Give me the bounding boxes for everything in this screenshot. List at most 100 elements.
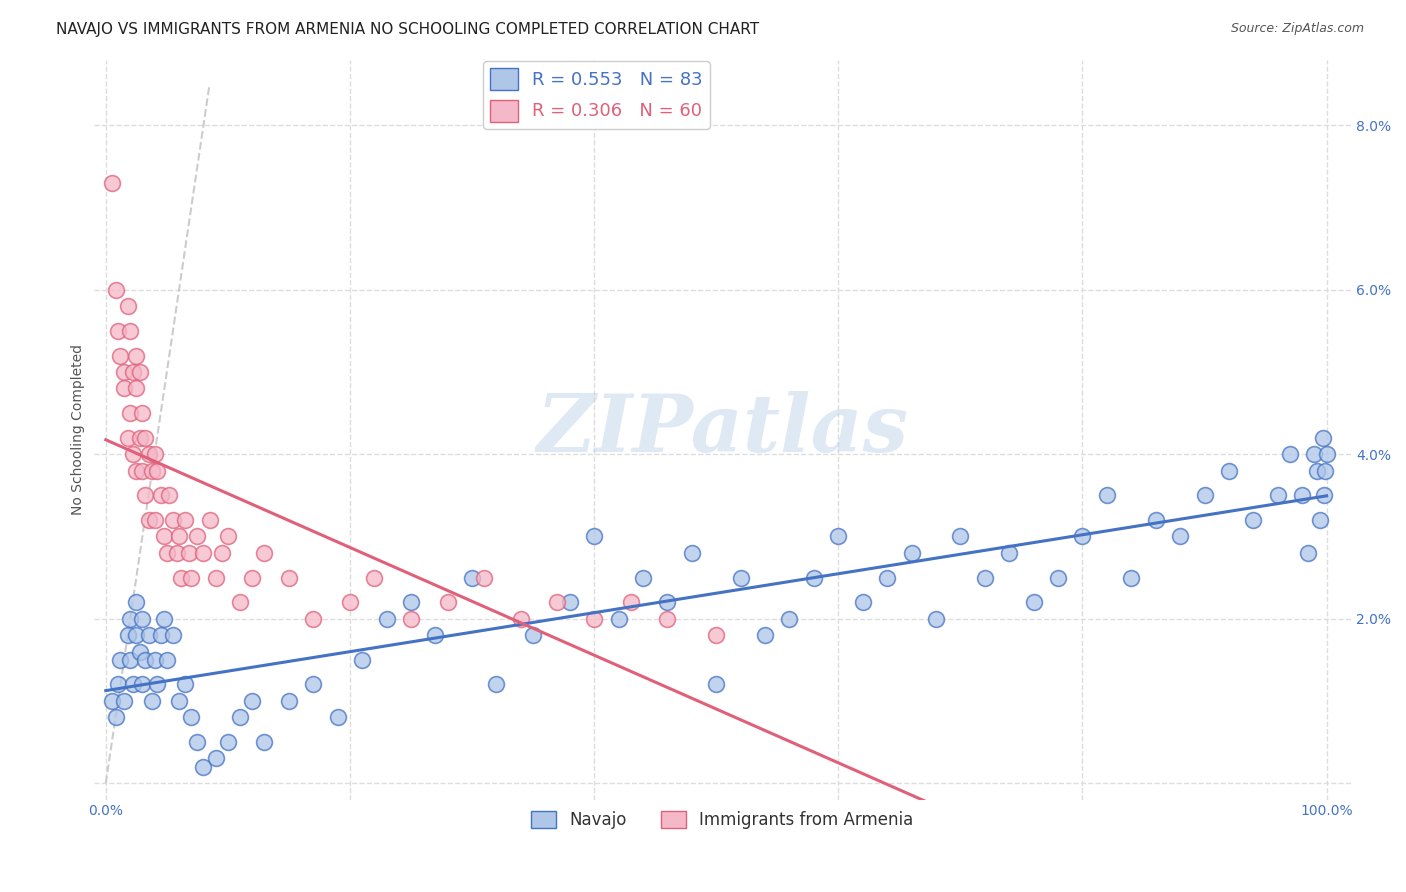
Point bbox=[253, 546, 276, 560]
Point bbox=[363, 570, 385, 584]
Point bbox=[1316, 447, 1339, 461]
Point bbox=[778, 612, 800, 626]
Point bbox=[141, 464, 163, 478]
Point bbox=[129, 365, 152, 379]
Point bbox=[104, 283, 127, 297]
Point bbox=[730, 570, 752, 584]
Point bbox=[399, 595, 422, 609]
Point bbox=[1278, 447, 1301, 461]
Point bbox=[143, 653, 166, 667]
Point bbox=[117, 431, 139, 445]
Point bbox=[1309, 513, 1331, 527]
Point bbox=[681, 546, 703, 560]
Point bbox=[131, 464, 153, 478]
Point bbox=[149, 488, 172, 502]
Point bbox=[1218, 464, 1240, 478]
Point bbox=[509, 612, 531, 626]
Point bbox=[436, 595, 458, 609]
Point bbox=[162, 628, 184, 642]
Point bbox=[141, 694, 163, 708]
Point bbox=[134, 431, 156, 445]
Point bbox=[166, 546, 188, 560]
Point bbox=[204, 570, 226, 584]
Point bbox=[1312, 431, 1334, 445]
Point bbox=[125, 628, 148, 642]
Point bbox=[1022, 595, 1045, 609]
Point bbox=[583, 529, 606, 543]
Point bbox=[558, 595, 581, 609]
Legend: Navajo, Immigrants from Armenia: Navajo, Immigrants from Armenia bbox=[524, 804, 920, 836]
Point bbox=[170, 570, 193, 584]
Point bbox=[1315, 464, 1337, 478]
Point bbox=[253, 735, 276, 749]
Point bbox=[631, 570, 654, 584]
Point bbox=[657, 612, 679, 626]
Point bbox=[193, 759, 215, 773]
Point bbox=[399, 612, 422, 626]
Point bbox=[352, 653, 374, 667]
Point bbox=[277, 570, 299, 584]
Point bbox=[217, 735, 239, 749]
Text: NAVAJO VS IMMIGRANTS FROM ARMENIA NO SCHOOLING COMPLETED CORRELATION CHART: NAVAJO VS IMMIGRANTS FROM ARMENIA NO SCH… bbox=[56, 22, 759, 37]
Point bbox=[107, 324, 129, 338]
Point bbox=[1291, 488, 1313, 502]
Point bbox=[425, 628, 447, 642]
Point bbox=[522, 628, 544, 642]
Point bbox=[125, 595, 148, 609]
Point bbox=[204, 751, 226, 765]
Point bbox=[1298, 546, 1320, 560]
Point bbox=[157, 488, 180, 502]
Point bbox=[146, 464, 169, 478]
Point bbox=[193, 546, 215, 560]
Point bbox=[131, 406, 153, 420]
Point bbox=[131, 677, 153, 691]
Point bbox=[583, 612, 606, 626]
Point bbox=[120, 406, 142, 420]
Point bbox=[240, 694, 263, 708]
Point bbox=[1194, 488, 1216, 502]
Point bbox=[134, 653, 156, 667]
Point bbox=[229, 710, 252, 724]
Point bbox=[180, 710, 202, 724]
Point bbox=[177, 546, 200, 560]
Point bbox=[112, 381, 135, 395]
Point bbox=[153, 612, 176, 626]
Point bbox=[973, 570, 995, 584]
Point bbox=[1047, 570, 1070, 584]
Point bbox=[156, 546, 179, 560]
Point bbox=[112, 694, 135, 708]
Point bbox=[1121, 570, 1143, 584]
Point bbox=[211, 546, 233, 560]
Point bbox=[657, 595, 679, 609]
Point bbox=[125, 464, 148, 478]
Point bbox=[277, 694, 299, 708]
Point bbox=[547, 595, 569, 609]
Text: ZIPatlas: ZIPatlas bbox=[536, 391, 908, 468]
Point bbox=[302, 677, 325, 691]
Point bbox=[156, 653, 179, 667]
Point bbox=[143, 447, 166, 461]
Point bbox=[1071, 529, 1094, 543]
Point bbox=[117, 299, 139, 313]
Point bbox=[1313, 488, 1336, 502]
Point bbox=[146, 677, 169, 691]
Point bbox=[180, 570, 202, 584]
Point bbox=[852, 595, 875, 609]
Point bbox=[620, 595, 643, 609]
Point bbox=[112, 365, 135, 379]
Point bbox=[153, 529, 176, 543]
Point bbox=[138, 628, 160, 642]
Text: Source: ZipAtlas.com: Source: ZipAtlas.com bbox=[1230, 22, 1364, 36]
Point bbox=[125, 349, 148, 363]
Point bbox=[110, 653, 132, 667]
Point bbox=[138, 447, 160, 461]
Point bbox=[138, 513, 160, 527]
Point bbox=[120, 324, 142, 338]
Point bbox=[472, 570, 495, 584]
Point bbox=[186, 735, 208, 749]
Point bbox=[925, 612, 948, 626]
Point bbox=[117, 628, 139, 642]
Point bbox=[704, 677, 727, 691]
Point bbox=[110, 349, 132, 363]
Point bbox=[876, 570, 898, 584]
